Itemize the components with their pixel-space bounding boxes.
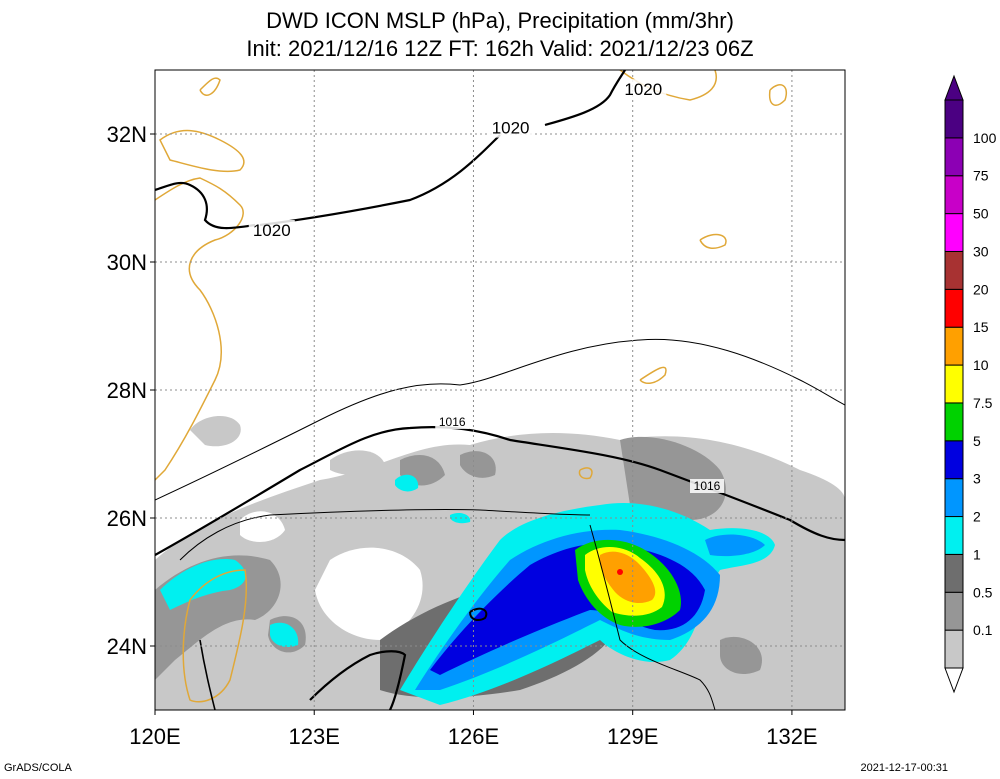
legend-bottom-arrow (944, 667, 964, 694)
lat-tick-label: 24N (107, 634, 147, 659)
legend-swatch (944, 213, 964, 252)
isobar-label: 1016 (439, 415, 466, 429)
legend-swatch (944, 516, 964, 555)
legend-swatch (944, 99, 964, 139)
legend-level-label: 10 (973, 357, 989, 373)
isobar-label-bg (620, 79, 667, 100)
legend-swatch (944, 591, 964, 631)
legend-level-label: 0.1 (973, 622, 993, 638)
legend-level-label: 20 (973, 281, 989, 297)
map-subtitle: Init: 2021/12/16 12Z FT: 162h Valid: 202… (246, 36, 754, 61)
isobar-label-bg (690, 479, 724, 493)
isobar-label: 1020 (492, 119, 530, 138)
legend-level-label: 3 (973, 471, 981, 487)
lat-tick-label: 32N (107, 122, 147, 147)
map-title: DWD ICON MSLP (hPa), Precipitation (mm/3… (266, 8, 734, 33)
axes: 120E 123E 126E 129E 132E 24N 26N 28N 30N 32N (107, 122, 818, 749)
legend-level-label: 50 (973, 206, 989, 222)
legend-swatch (944, 402, 964, 442)
legend-swatch (944, 250, 964, 290)
legend-level-label: 15 (973, 319, 989, 335)
legend-level-label: 7.5 (973, 395, 993, 411)
legend-swatch (944, 175, 964, 215)
legend-level-label: 75 (973, 168, 989, 184)
isobar-label-bg (487, 117, 534, 138)
isobar-labels: 1020 1020 1020 1016 1016 (248, 79, 724, 493)
lon-tick-label: 132E (766, 724, 817, 749)
precipitation-field (155, 415, 845, 710)
legend-level-label: 5 (973, 433, 981, 449)
credit-label: GrADS/COLA (4, 762, 72, 774)
legend-swatch (944, 553, 964, 593)
isobar-label-bg (435, 415, 470, 429)
lon-tick-label: 120E (129, 724, 180, 749)
timestamp-label: 2021-12-17-00:31 (860, 762, 948, 774)
lon-tick-label: 126E (448, 724, 499, 749)
color-legend: 0.1 0.5 1 2 3 5 7.5 10 15 20 30 50 75 100 (944, 74, 997, 694)
coastline (155, 70, 787, 703)
lon-tick-label: 123E (289, 724, 340, 749)
legend-level-label: 2 (973, 509, 981, 525)
lat-tick-label: 26N (107, 506, 147, 531)
legend-level-label: 1 (973, 546, 981, 562)
legend-top-arrow (944, 74, 964, 101)
lat-tick-label: 28N (107, 378, 147, 403)
legend-swatch (944, 478, 964, 518)
isobar-label-bg (248, 220, 295, 240)
isobar-label: 1020 (624, 80, 662, 99)
legend-swatch (944, 364, 964, 404)
isobar-label: 1020 (253, 221, 291, 240)
legend-level-label: 0.5 (973, 584, 993, 600)
legend-level-label: 100 (973, 130, 997, 146)
legend-swatch (944, 326, 964, 366)
legend-swatch (944, 629, 964, 669)
isobar-label: 1016 (694, 479, 721, 493)
legend-swatch (944, 137, 964, 177)
isobars (155, 70, 845, 710)
lon-tick-label: 129E (607, 724, 658, 749)
legend-swatch (944, 440, 964, 480)
legend-level-label: 30 (973, 243, 989, 259)
legend-swatch (944, 288, 964, 328)
lat-tick-label: 30N (107, 250, 147, 275)
